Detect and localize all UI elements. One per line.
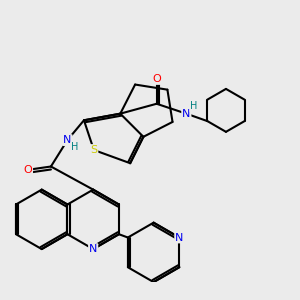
Text: N: N bbox=[175, 232, 184, 242]
Text: N: N bbox=[182, 109, 190, 119]
Text: S: S bbox=[90, 145, 98, 155]
Text: N: N bbox=[89, 244, 98, 254]
Text: O: O bbox=[152, 74, 161, 84]
Text: H: H bbox=[190, 101, 198, 111]
Text: N: N bbox=[63, 135, 72, 145]
Text: O: O bbox=[23, 165, 32, 175]
Text: H: H bbox=[71, 142, 78, 152]
